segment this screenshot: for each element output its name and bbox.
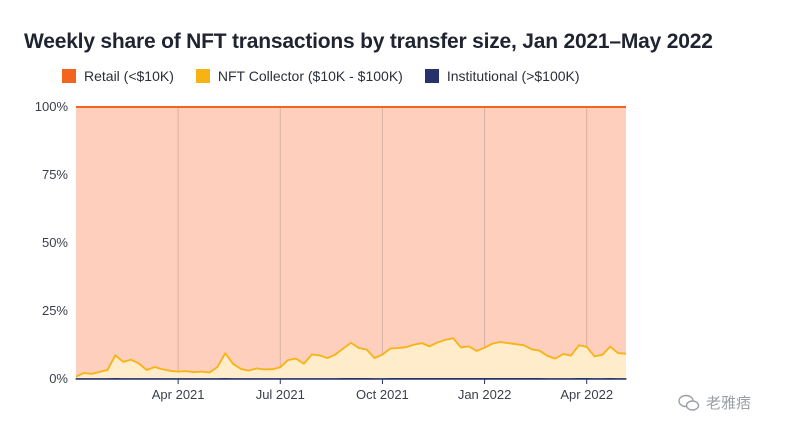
x-tick-label: Jan 2022: [458, 387, 512, 402]
legend-item-retail: Retail (<$10K): [62, 68, 174, 84]
y-axis: 0% 25% 50% 75% 100%: [35, 99, 69, 386]
wechat-icon: [678, 394, 700, 411]
x-tick-label: Oct 2021: [356, 387, 409, 402]
gridlines: [177, 107, 588, 379]
legend-swatch-retail: [62, 69, 76, 83]
chart-legend: Retail (<$10K) NFT Collector ($10K - $10…: [62, 68, 580, 84]
y-tick-label: 0%: [49, 371, 68, 386]
watermark: 老雅痞: [678, 392, 751, 413]
legend-item-institutional: Institutional (>$100K): [424, 68, 580, 84]
x-tick-label: Jul 2021: [256, 387, 305, 402]
legend-swatch-institutional: [424, 69, 439, 83]
legend-label-nft-collector: NFT Collector ($10K - $100K): [217, 68, 403, 84]
y-tick-label: 50%: [42, 235, 68, 250]
x-axis: Apr 2021 Jul 2021 Oct 2021 Jan 2022 Apr 2022: [152, 379, 613, 402]
x-tick-label: Apr 2021: [152, 387, 205, 402]
y-tick-label: 25%: [42, 303, 68, 318]
x-tick-label: Apr 2022: [560, 387, 613, 402]
chart-title: Weekly share of NFT transactions by tran…: [24, 30, 713, 53]
nft-collector-line: [75, 337, 627, 378]
nft-collector-area: [76, 338, 626, 379]
legend-swatch-nft-collector: [195, 69, 210, 83]
legend-label-institutional: Institutional (>$100K): [446, 68, 580, 84]
y-tick-label: 100%: [35, 99, 69, 114]
retail-area: [76, 107, 626, 379]
y-tick-label: 75%: [42, 167, 68, 182]
legend-label-retail: Retail (<$10K): [84, 68, 174, 84]
watermark-text: 老雅痞: [706, 395, 752, 412]
legend-item-nft-collector: NFT Collector ($10K - $100K): [195, 68, 403, 84]
